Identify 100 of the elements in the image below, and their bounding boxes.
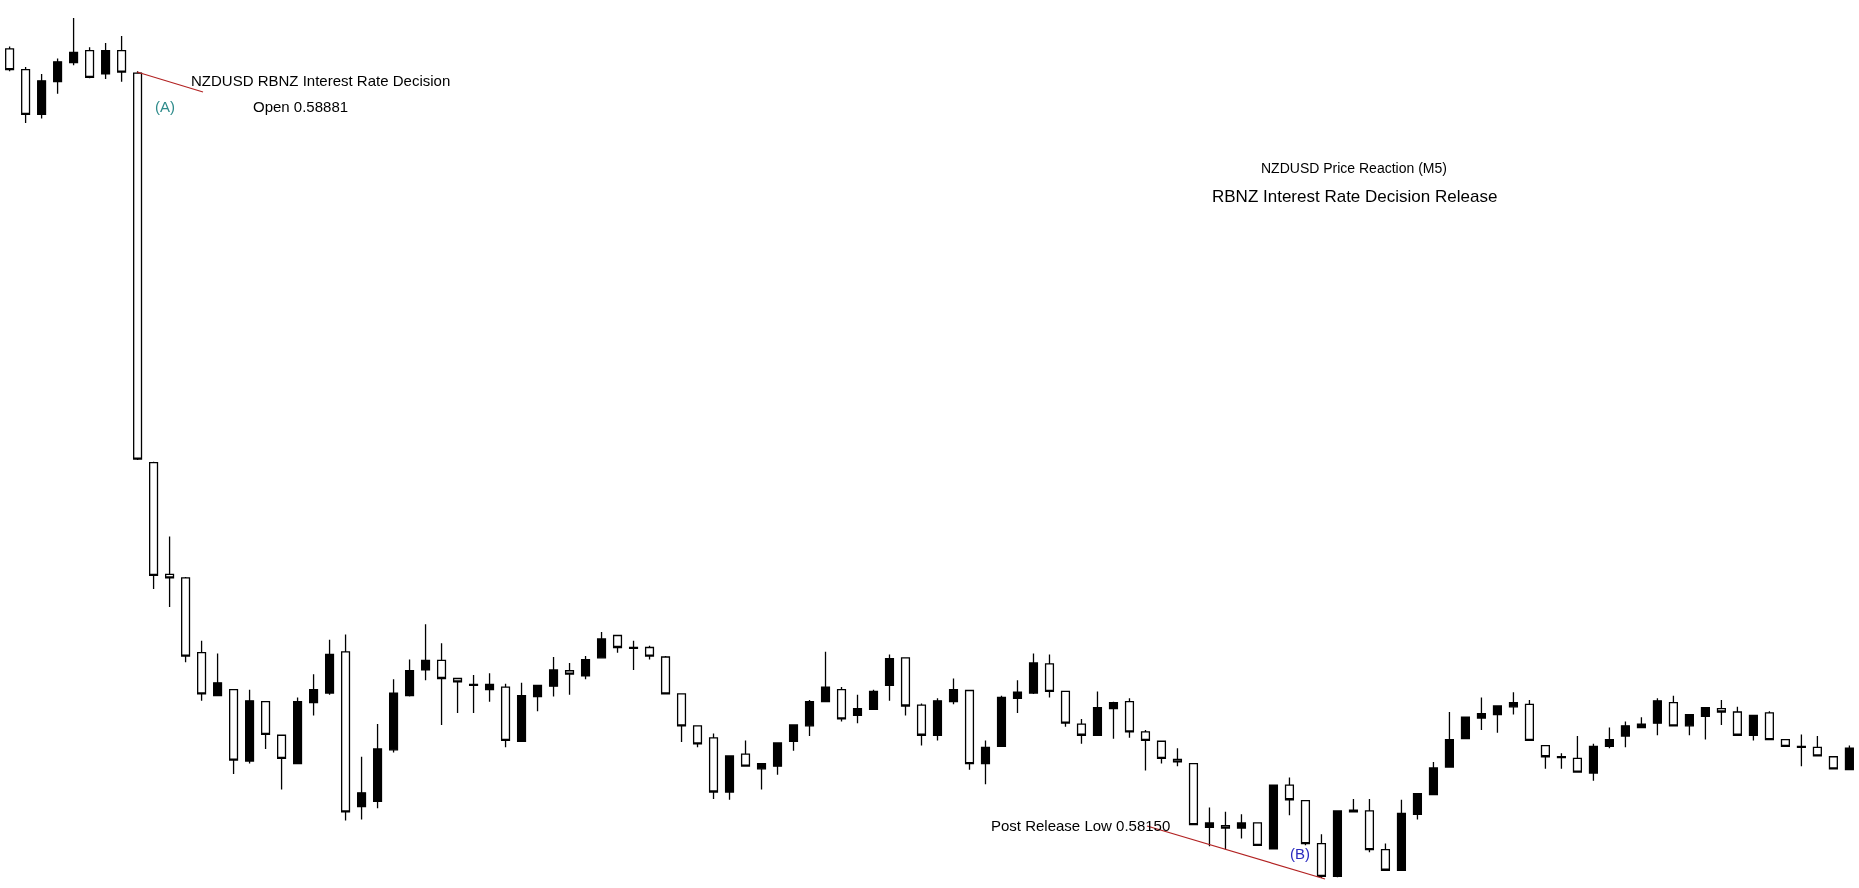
annotation: (A) — [155, 98, 175, 115]
candlestick — [1012, 679, 1023, 714]
candlestick — [1476, 696, 1487, 731]
candlestick — [1108, 701, 1119, 740]
candlestick — [372, 723, 383, 809]
candlestick — [1620, 720, 1630, 748]
candlestick — [1604, 726, 1614, 749]
candlestick — [1380, 842, 1391, 872]
candlestick — [101, 42, 111, 80]
candlestick — [1556, 752, 1566, 770]
candlestick — [277, 734, 287, 791]
candlestick — [1748, 714, 1758, 742]
candlestick — [788, 724, 799, 752]
candlestick — [1588, 743, 1598, 782]
candlestick — [340, 633, 351, 822]
candlestick — [1700, 707, 1710, 741]
candlestick — [948, 677, 959, 705]
text: RBNZ Interest Rate Decision Release — [1212, 187, 1498, 206]
candlestick — [1524, 699, 1535, 742]
candlestick — [740, 739, 751, 767]
candlestick — [1444, 711, 1455, 768]
candlestick — [149, 461, 159, 590]
candlestick — [1652, 697, 1662, 736]
candlestick — [1684, 713, 1694, 736]
candlestick — [564, 662, 575, 696]
candlestick — [1396, 799, 1407, 871]
candlestick — [1460, 716, 1471, 740]
candlestick — [1764, 710, 1774, 741]
candlestick — [1508, 691, 1519, 716]
candlestick — [420, 623, 431, 681]
candlestick — [756, 762, 767, 791]
candlestick — [868, 689, 879, 711]
annotation: Open 0.58881 — [253, 98, 349, 115]
candlestick — [1172, 747, 1183, 767]
candlestick — [1364, 798, 1375, 853]
candlestick — [596, 631, 607, 659]
candlestick — [804, 699, 815, 737]
candlestick — [996, 695, 1007, 748]
candlestick — [1492, 705, 1503, 734]
candlestick — [1796, 733, 1806, 767]
candlestick — [1332, 810, 1343, 878]
candlestick — [1412, 793, 1423, 821]
candlestick — [309, 673, 319, 717]
candlestick — [117, 35, 127, 83]
annotation: (B) — [1290, 845, 1310, 862]
candlestick — [468, 674, 479, 714]
candlestick — [1284, 776, 1295, 816]
candlestick — [724, 755, 735, 801]
candlestick — [548, 656, 559, 698]
candlestick — [1732, 706, 1742, 736]
candlestick — [516, 682, 527, 742]
candlestick — [1540, 744, 1550, 770]
candlestick — [1316, 833, 1327, 879]
candlestick — [1348, 798, 1359, 813]
candlestick — [692, 725, 703, 748]
candlestick — [708, 732, 719, 800]
candlestick — [53, 57, 63, 95]
candlestick — [884, 653, 895, 702]
candlestick — [1124, 697, 1135, 739]
candlestick — [293, 696, 303, 765]
candlestick — [1060, 690, 1071, 728]
candlestick — [836, 686, 847, 723]
candlestick — [1092, 690, 1103, 736]
candlestick — [1044, 653, 1055, 699]
candlestick — [1716, 699, 1726, 726]
candlestick — [1236, 813, 1247, 840]
candlestick — [181, 576, 191, 663]
candlestick — [532, 684, 543, 712]
candlestick — [1156, 739, 1167, 765]
candlestick — [213, 652, 223, 697]
candlestick — [1300, 799, 1311, 846]
candlestick — [964, 689, 975, 771]
candlestick — [1428, 761, 1439, 796]
candlestick — [404, 658, 415, 698]
candlestick — [1220, 811, 1231, 851]
candlestick — [261, 701, 271, 750]
candlestick — [1028, 652, 1039, 695]
candlestick — [452, 677, 463, 714]
candlestick — [500, 682, 511, 748]
candlestick — [165, 535, 175, 608]
candlestick — [85, 46, 95, 79]
candlestick — [324, 639, 335, 696]
candlestick — [1268, 784, 1279, 851]
candlestick — [1252, 822, 1263, 846]
candlestick — [1140, 729, 1151, 772]
candlestick — [436, 642, 447, 726]
candlestick — [5, 45, 15, 72]
candlestick — [820, 651, 831, 703]
candlestick — [1844, 744, 1854, 771]
candlestick — [660, 655, 671, 695]
candlestick — [772, 742, 783, 776]
candlestick — [676, 693, 687, 743]
candlestick — [484, 672, 495, 703]
candlestick — [580, 655, 591, 680]
candlestick — [1076, 718, 1087, 745]
candlestick — [1668, 695, 1678, 727]
candlestick — [1204, 806, 1215, 847]
candlestick — [1572, 735, 1582, 773]
candlestick — [245, 689, 255, 765]
candlestick — [612, 634, 623, 654]
